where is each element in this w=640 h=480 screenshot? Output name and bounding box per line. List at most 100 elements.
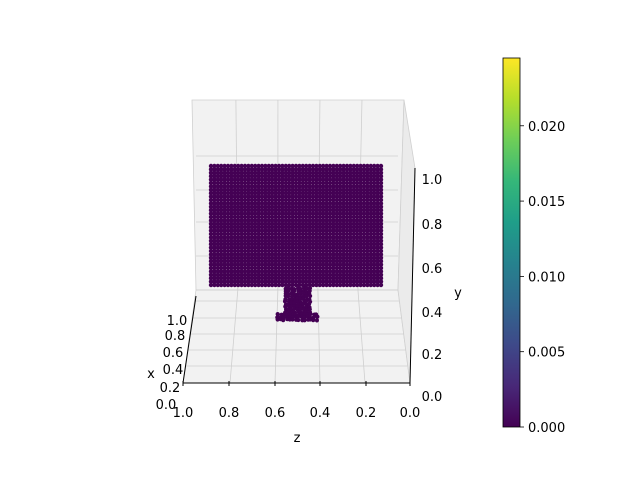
scatter-point bbox=[327, 194, 333, 199]
scatter-point bbox=[300, 221, 305, 226]
scatter-point bbox=[215, 272, 220, 277]
scatter-point bbox=[249, 259, 254, 264]
scatter-point bbox=[222, 177, 227, 182]
scatter-point bbox=[321, 174, 326, 179]
scatter-point bbox=[317, 272, 322, 277]
scatter-point bbox=[290, 235, 295, 240]
scatter-point bbox=[276, 235, 282, 240]
scatter-point bbox=[317, 252, 322, 257]
scatter-point bbox=[242, 235, 248, 240]
scatter-point bbox=[222, 282, 227, 288]
scatter-point bbox=[222, 276, 227, 281]
scatter-point bbox=[208, 225, 214, 230]
scatter-point bbox=[229, 242, 234, 247]
scatter-point bbox=[293, 235, 299, 240]
scatter-point bbox=[296, 314, 301, 319]
scatter-point bbox=[253, 282, 258, 288]
scatter-point bbox=[256, 259, 261, 264]
scatter-point bbox=[246, 235, 251, 240]
scatter-point bbox=[378, 279, 384, 284]
scatter-point bbox=[314, 262, 319, 267]
scatter-point bbox=[253, 276, 258, 281]
scatter-point bbox=[270, 180, 275, 186]
scatter-point bbox=[208, 167, 214, 172]
grid-line bbox=[274, 289, 279, 384]
scatter-point bbox=[225, 194, 231, 199]
tick-label: 0.6 bbox=[265, 406, 286, 421]
scatter-point bbox=[276, 252, 282, 257]
scatter-point bbox=[368, 248, 373, 254]
scatter-point bbox=[222, 194, 227, 199]
scatter-point bbox=[355, 242, 360, 247]
scatter-point bbox=[361, 265, 367, 271]
scatter-point bbox=[314, 208, 319, 213]
scatter-point bbox=[290, 167, 295, 172]
scatter-point bbox=[259, 225, 265, 230]
scatter-point bbox=[282, 299, 288, 304]
scatter-point bbox=[317, 177, 322, 182]
scatter-point bbox=[348, 272, 353, 277]
scatter-point bbox=[314, 276, 319, 281]
scatter-point bbox=[304, 167, 309, 172]
scatter-point bbox=[310, 231, 316, 237]
scatter-point bbox=[225, 187, 231, 192]
scatter-point bbox=[239, 262, 244, 267]
scatter-point bbox=[317, 231, 322, 237]
scatter-point bbox=[365, 201, 370, 206]
scatter-point bbox=[344, 221, 350, 226]
scatter-point bbox=[338, 211, 343, 216]
scatter-point bbox=[287, 279, 292, 284]
scatter-point bbox=[314, 242, 319, 247]
scatter-point bbox=[327, 242, 333, 247]
scatter-point bbox=[317, 184, 322, 189]
scatter-point bbox=[259, 180, 265, 186]
scatter-point bbox=[304, 184, 309, 189]
scatter-point bbox=[232, 225, 237, 230]
scatter-point bbox=[355, 252, 360, 257]
scatter-point bbox=[239, 252, 244, 257]
scatter-point bbox=[372, 242, 377, 247]
scatter-point bbox=[256, 187, 261, 192]
scatter-point bbox=[222, 248, 227, 254]
scatter-point bbox=[321, 265, 326, 271]
scatter-point bbox=[365, 279, 370, 284]
scatter-point bbox=[212, 225, 217, 230]
scatter-point bbox=[304, 279, 309, 284]
scatter-point bbox=[344, 180, 350, 186]
scatter-point bbox=[321, 211, 326, 216]
scatter-point bbox=[300, 228, 305, 233]
scatter-point bbox=[259, 208, 265, 213]
scatter-point bbox=[229, 197, 234, 203]
scatter-point bbox=[246, 269, 251, 274]
scatter-point bbox=[232, 167, 237, 172]
scatter-point bbox=[341, 187, 346, 192]
scatter-point bbox=[314, 255, 319, 260]
scatter-point bbox=[307, 269, 312, 274]
scatter-point bbox=[219, 272, 224, 277]
scatter-point bbox=[355, 174, 360, 179]
scatter-point bbox=[263, 259, 268, 264]
scatter-point bbox=[283, 238, 288, 243]
scatter-point bbox=[219, 221, 224, 226]
scatter-point bbox=[304, 282, 309, 288]
scatter-point bbox=[310, 262, 316, 267]
scatter-point bbox=[365, 174, 370, 179]
scatter-point bbox=[263, 167, 268, 172]
scatter-point bbox=[229, 191, 234, 196]
scatter-point bbox=[239, 248, 244, 254]
scatter-point bbox=[259, 252, 265, 257]
scatter-point bbox=[310, 163, 316, 169]
scatter-point bbox=[307, 225, 312, 230]
scatter-point bbox=[208, 231, 214, 237]
scatter-point bbox=[351, 180, 356, 186]
scatter-point bbox=[348, 228, 353, 233]
scatter-point bbox=[375, 177, 380, 182]
scatter-point bbox=[212, 252, 217, 257]
scatter-point bbox=[327, 269, 333, 274]
scatter-point bbox=[338, 265, 343, 271]
scatter-point bbox=[317, 238, 322, 243]
scatter-point bbox=[308, 293, 313, 299]
scatter-point bbox=[378, 214, 384, 220]
scatter-point bbox=[358, 170, 363, 175]
